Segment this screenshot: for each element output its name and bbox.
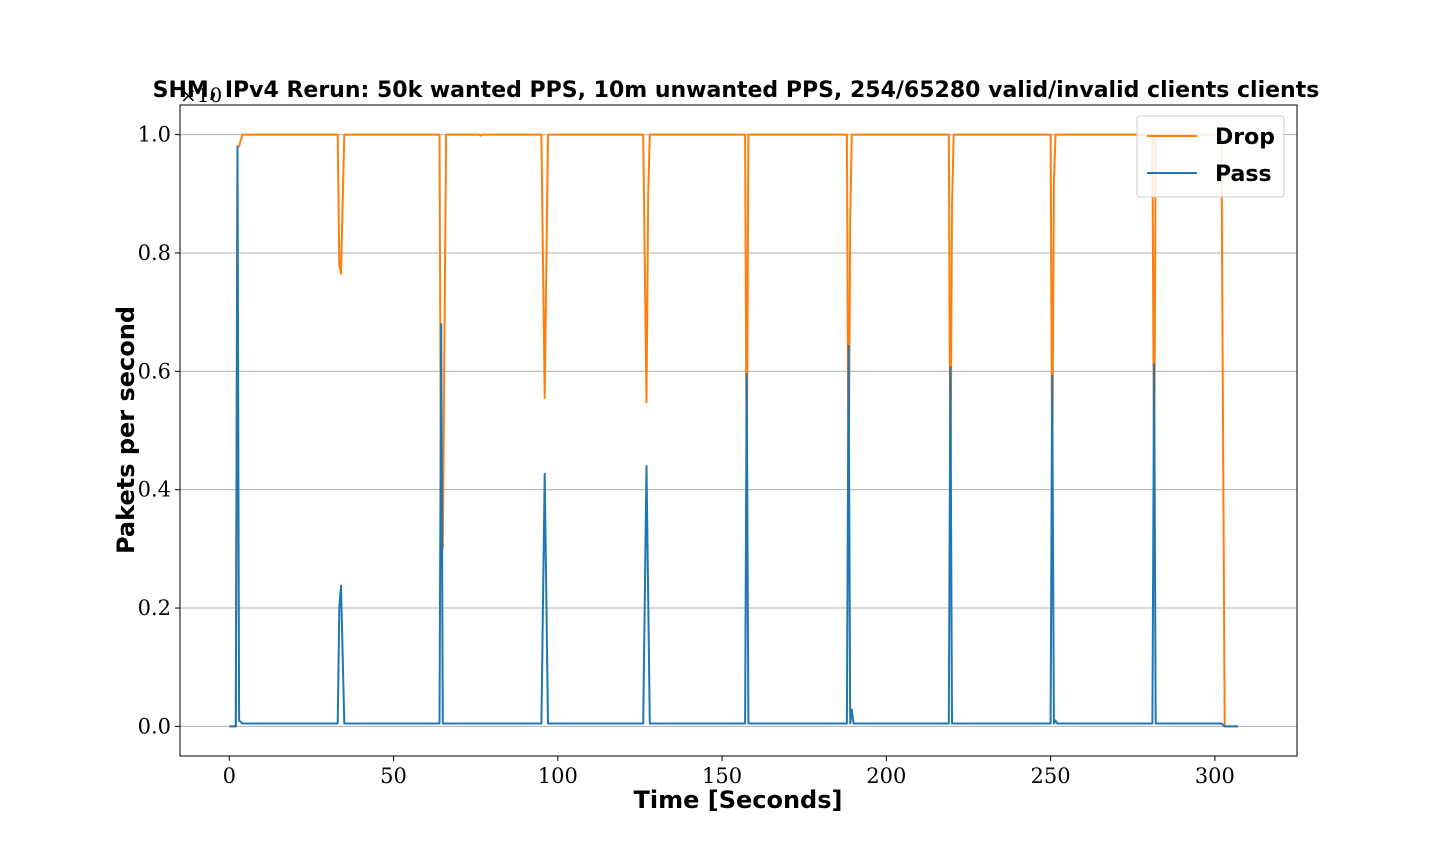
x-tick-label: 100 <box>538 764 578 788</box>
y-offset-label: ×10 <box>180 83 222 107</box>
y-axis: 0.0 0.2 0.4 0.6 0.8 1.0 <box>138 123 180 738</box>
y-tick-label: 1.0 <box>138 123 171 147</box>
y-tick-label: 0.8 <box>138 241 171 265</box>
grid-lines <box>180 134 1297 727</box>
series-line-drop <box>229 133 1238 728</box>
x-tick-label: 300 <box>1195 764 1235 788</box>
y-tick-label: 0.2 <box>138 596 171 620</box>
x-tick-label: 250 <box>1031 764 1071 788</box>
x-tick-label: 150 <box>702 764 742 788</box>
legend: Drop Pass <box>1136 115 1285 198</box>
x-axis-label: Time [Seconds] <box>633 786 842 814</box>
x-tick-label: 200 <box>866 764 906 788</box>
y-tick-label: 0.6 <box>138 359 171 383</box>
x-axis: 0 50 100 150 200 250 300 <box>223 756 1235 788</box>
series-lines <box>229 133 1238 728</box>
x-tick-label: 0 <box>223 764 236 788</box>
x-tick-label: 50 <box>380 764 407 788</box>
series-line-pass <box>229 145 1238 728</box>
y-tick-label: 0.4 <box>138 478 171 502</box>
legend-label-pass: Pass <box>1215 162 1272 187</box>
legend-label-drop: Drop <box>1215 125 1275 150</box>
chart-title: SHM, IPv4 Rerun: 50k wanted PPS, 10m unw… <box>153 78 1320 103</box>
y-tick-label: 0.0 <box>138 714 171 738</box>
y-axis-label: Pakets per second <box>112 306 140 554</box>
plot-frame <box>179 104 1298 757</box>
